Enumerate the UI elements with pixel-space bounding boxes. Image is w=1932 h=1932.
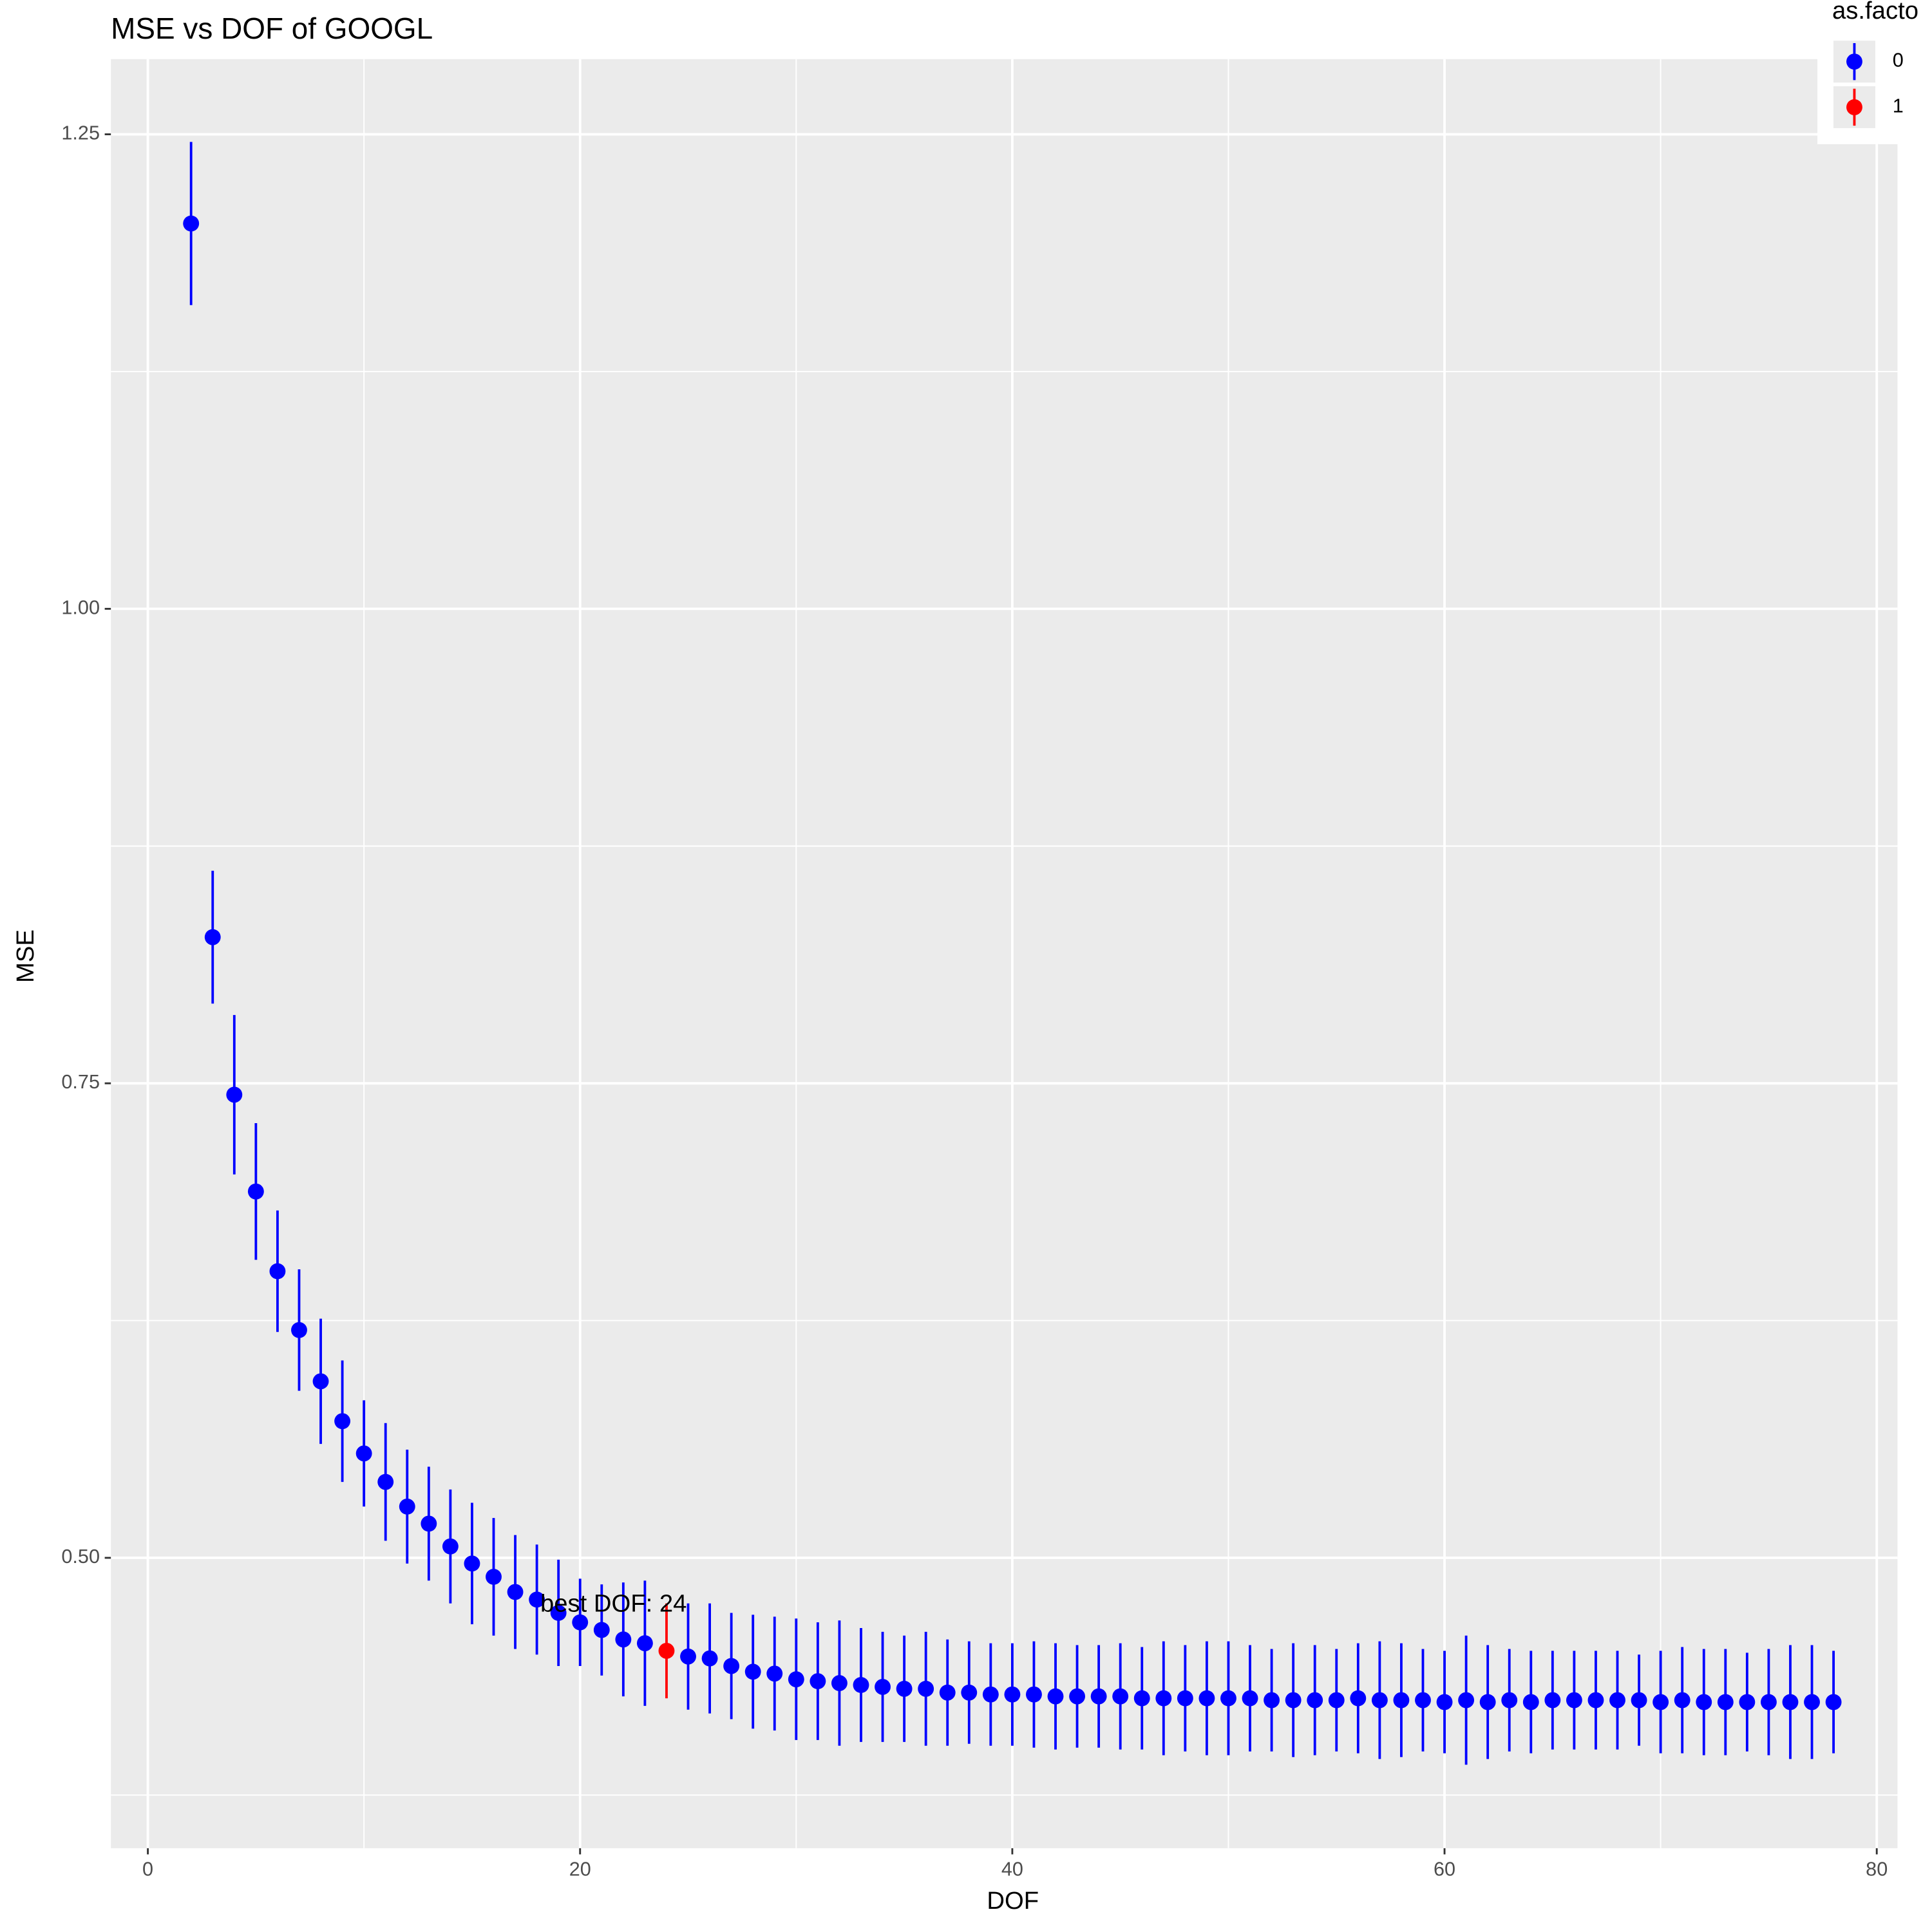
point (593, 1622, 610, 1638)
point (744, 1663, 761, 1680)
point (1804, 1694, 1820, 1710)
plot-panel (111, 59, 1898, 1848)
legend-key-point (1846, 53, 1862, 70)
point (291, 1321, 307, 1338)
point (1371, 1692, 1388, 1709)
point (1653, 1694, 1669, 1710)
point (1133, 1690, 1150, 1707)
point (355, 1445, 372, 1462)
chart-title: MSE vs DOF of GOOGL (111, 12, 433, 45)
legend-label: 0 (1893, 50, 1904, 71)
y-tick-label: 1.00 (61, 596, 100, 618)
legend-title: as.facto (1832, 0, 1918, 24)
point (442, 1538, 459, 1555)
y-axis-label: MSE (12, 929, 39, 983)
point (1479, 1694, 1496, 1710)
legend-key-point (1846, 99, 1862, 115)
point (1760, 1694, 1777, 1710)
x-tick-label: 0 (142, 1858, 153, 1880)
point (1307, 1692, 1323, 1709)
point (1177, 1690, 1193, 1707)
legend: as.facto 0 1 (1817, 0, 1932, 144)
point (1458, 1692, 1475, 1709)
point (486, 1569, 502, 1585)
point (1739, 1694, 1756, 1710)
point (183, 215, 200, 232)
point (572, 1614, 589, 1631)
point (788, 1671, 804, 1688)
point (226, 1086, 243, 1103)
point (918, 1680, 934, 1697)
point (1566, 1692, 1582, 1709)
point (896, 1680, 913, 1697)
point (680, 1648, 696, 1665)
point (1415, 1692, 1431, 1709)
point (1436, 1694, 1453, 1710)
point (507, 1584, 524, 1600)
point (1004, 1686, 1021, 1703)
point (1587, 1692, 1604, 1709)
point (1522, 1694, 1539, 1710)
point (1393, 1692, 1410, 1709)
point (421, 1515, 437, 1532)
point (636, 1635, 653, 1652)
y-tick-label: 1.25 (61, 122, 100, 144)
point (399, 1498, 415, 1515)
x-tick-label: 80 (1866, 1858, 1888, 1880)
x-tick-label: 20 (569, 1858, 591, 1880)
point (1264, 1692, 1280, 1709)
point (1609, 1692, 1625, 1709)
point (810, 1673, 826, 1689)
point (1069, 1688, 1086, 1705)
point (1220, 1690, 1236, 1707)
point (529, 1591, 545, 1608)
point (247, 1183, 264, 1200)
point (550, 1605, 567, 1621)
annotation: best DOF: 24 (540, 1590, 687, 1618)
point (1631, 1692, 1647, 1709)
point (961, 1684, 978, 1701)
point (334, 1413, 351, 1430)
point (1285, 1692, 1302, 1709)
point (1155, 1690, 1172, 1707)
point (723, 1658, 740, 1674)
point (1328, 1692, 1345, 1709)
point (204, 929, 221, 945)
point (875, 1678, 891, 1695)
point (1047, 1688, 1064, 1705)
y-tick-label: 0.75 (61, 1071, 100, 1093)
point (269, 1263, 286, 1280)
point (658, 1642, 675, 1659)
point (377, 1473, 394, 1490)
x-tick-label: 60 (1434, 1858, 1455, 1880)
point (766, 1665, 783, 1682)
y-tick-label: 0.50 (61, 1546, 100, 1567)
point (1782, 1694, 1799, 1710)
point (1242, 1690, 1258, 1707)
point (1825, 1694, 1842, 1710)
point (853, 1676, 869, 1693)
point (1090, 1688, 1107, 1705)
point (701, 1650, 718, 1667)
x-tick-label: 40 (1001, 1858, 1023, 1880)
point (1674, 1692, 1690, 1709)
point (615, 1631, 632, 1648)
legend-label: 1 (1893, 95, 1904, 117)
point (1696, 1694, 1712, 1710)
point (1501, 1692, 1518, 1709)
point (939, 1684, 956, 1701)
point (831, 1675, 848, 1691)
point (1026, 1686, 1042, 1703)
point (1198, 1690, 1215, 1707)
point (1112, 1688, 1129, 1705)
point (312, 1373, 329, 1390)
point (982, 1686, 999, 1703)
point (1544, 1692, 1561, 1709)
point (1717, 1694, 1734, 1710)
x-axis-label: DOF (987, 1887, 1039, 1915)
point (464, 1555, 480, 1572)
point (1350, 1690, 1367, 1707)
